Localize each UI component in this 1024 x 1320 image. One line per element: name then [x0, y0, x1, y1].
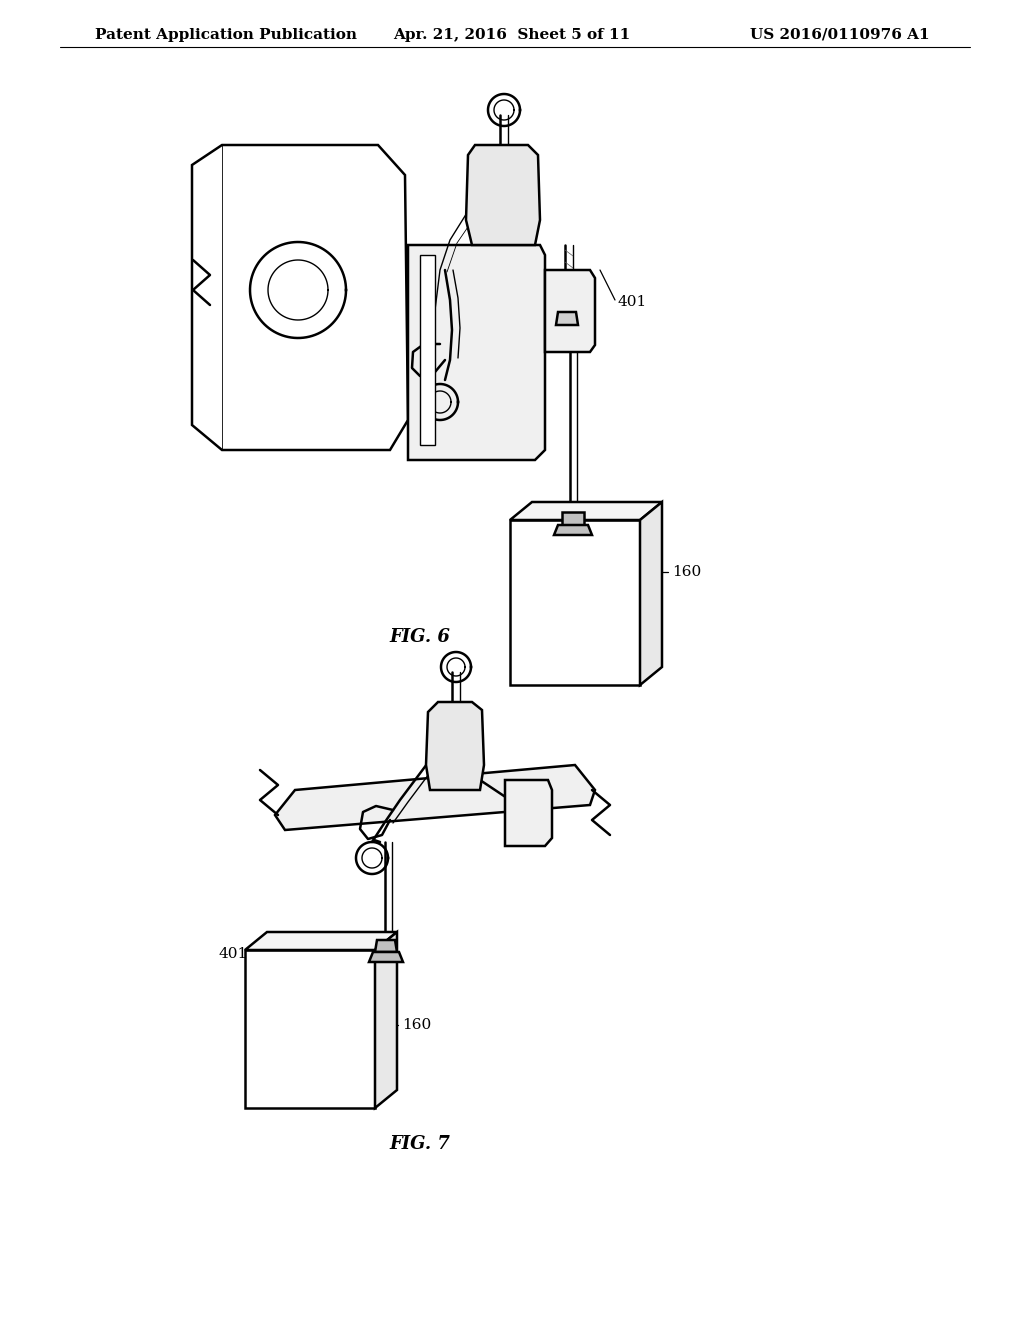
Polygon shape [554, 525, 592, 535]
Text: Apr. 21, 2016  Sheet 5 of 11: Apr. 21, 2016 Sheet 5 of 11 [393, 28, 631, 42]
Polygon shape [375, 932, 397, 1107]
Polygon shape [193, 145, 408, 450]
Text: 160: 160 [672, 565, 701, 579]
Polygon shape [640, 502, 662, 685]
Polygon shape [562, 512, 584, 525]
Text: 160: 160 [402, 1018, 431, 1032]
Polygon shape [375, 940, 397, 952]
Text: FIG. 7: FIG. 7 [389, 1135, 451, 1152]
Polygon shape [510, 502, 662, 520]
Polygon shape [420, 255, 435, 445]
Polygon shape [466, 145, 540, 246]
Polygon shape [426, 702, 484, 789]
Text: Patent Application Publication: Patent Application Publication [95, 28, 357, 42]
Polygon shape [505, 780, 552, 846]
Polygon shape [245, 950, 375, 1107]
Polygon shape [245, 932, 397, 950]
Polygon shape [545, 271, 595, 352]
Polygon shape [510, 520, 640, 685]
Text: US 2016/0110976 A1: US 2016/0110976 A1 [751, 28, 930, 42]
Polygon shape [556, 312, 578, 325]
Text: FIG. 6: FIG. 6 [389, 628, 451, 645]
Text: 401: 401 [618, 294, 647, 309]
Polygon shape [369, 952, 403, 962]
Polygon shape [275, 766, 595, 830]
Text: 401: 401 [219, 946, 248, 961]
Polygon shape [408, 246, 545, 459]
